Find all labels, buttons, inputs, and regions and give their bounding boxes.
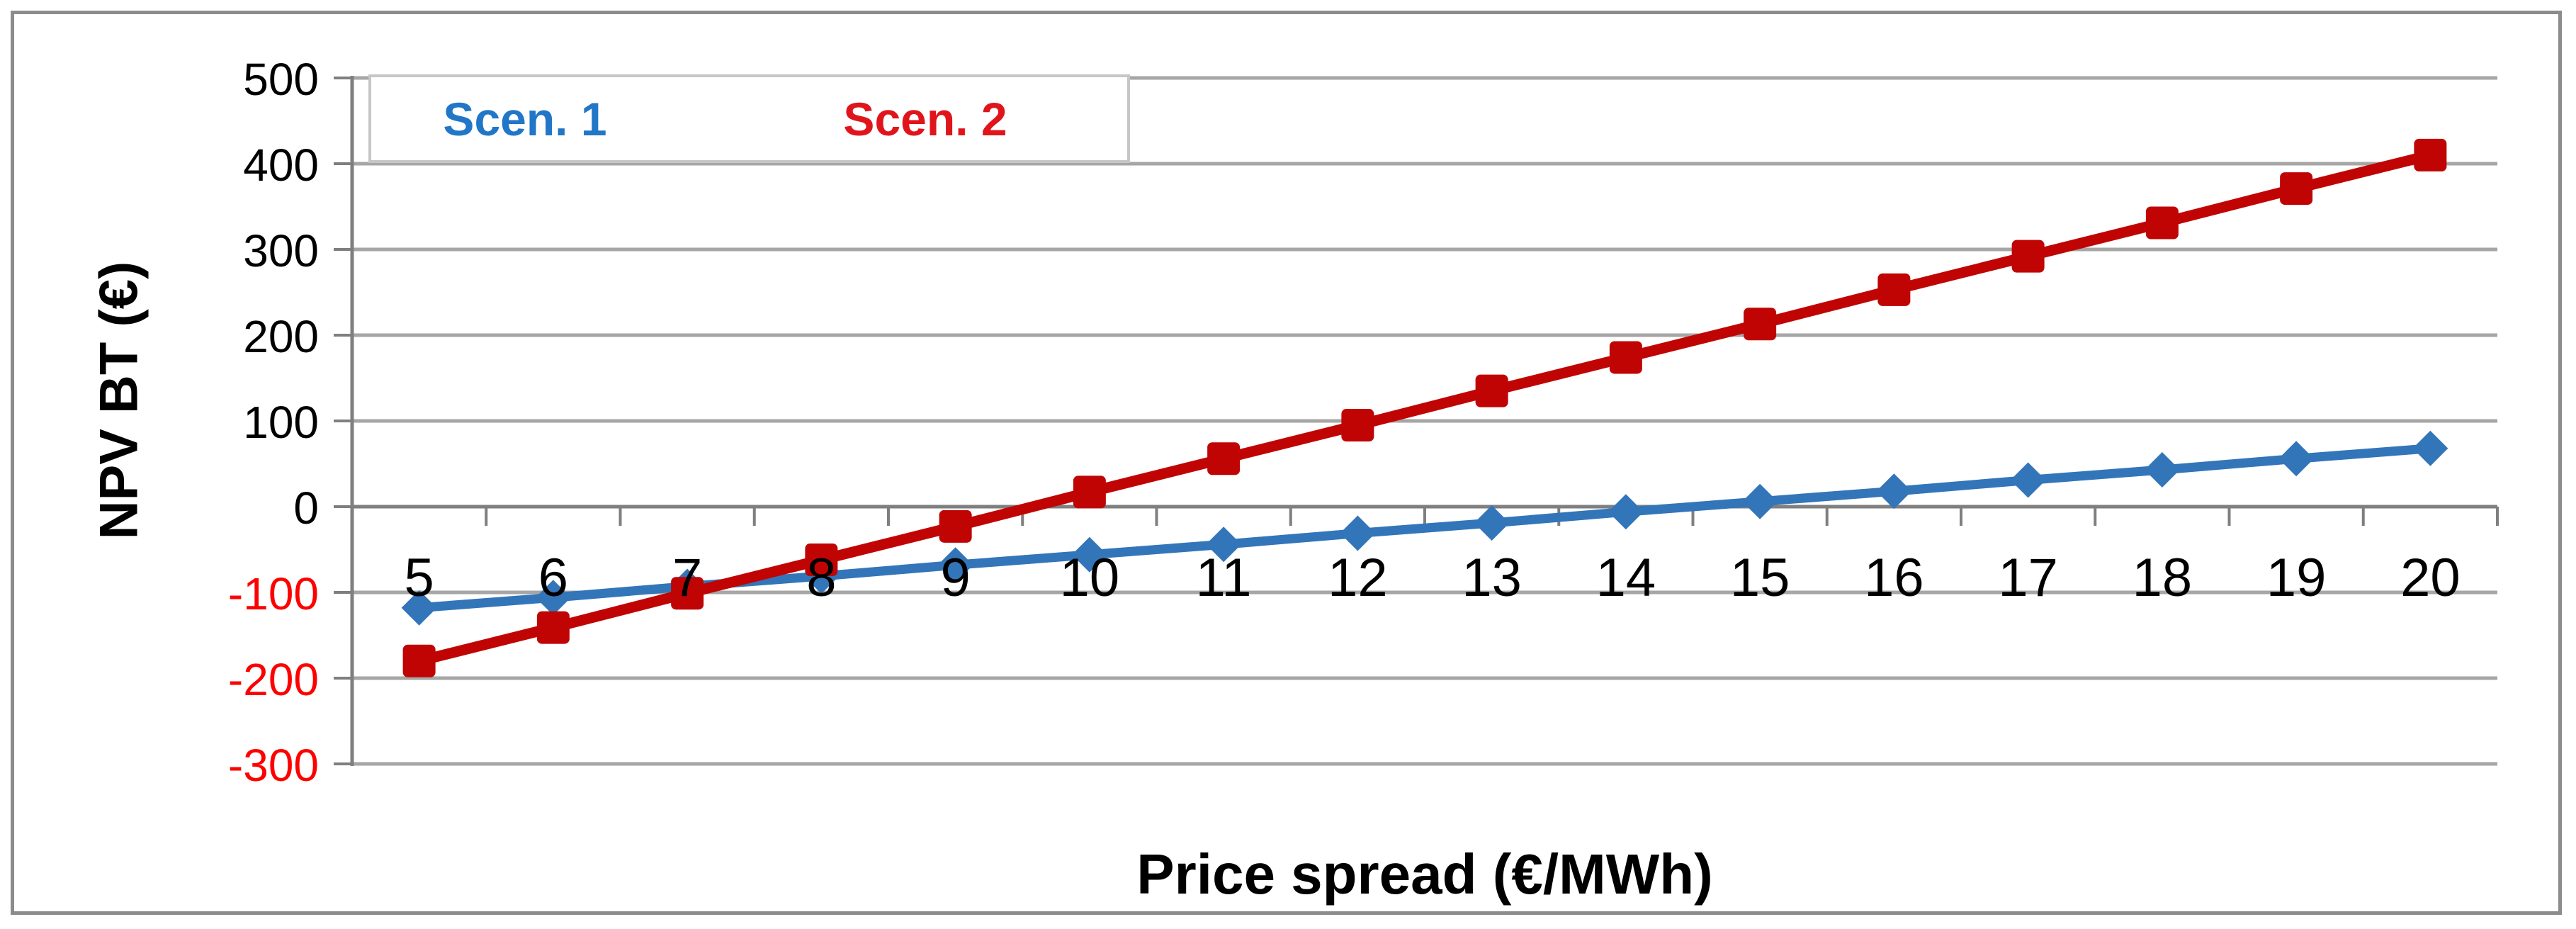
series-marker-square — [1341, 409, 1374, 442]
series-marker-diamond — [2412, 430, 2448, 466]
series-marker-diamond — [1876, 473, 1912, 509]
x-tick-label: 17 — [1998, 548, 2058, 608]
series-marker-square — [402, 644, 436, 677]
y-tick-label: -200 — [227, 654, 319, 705]
x-tick-label: 10 — [1059, 548, 1120, 608]
y-tick-label: 100 — [243, 397, 319, 448]
y-tick-label: -300 — [227, 740, 319, 791]
series-marker-diamond — [1608, 494, 1644, 530]
series-line-2 — [417, 150, 2432, 667]
series-marker-square — [1475, 374, 1508, 407]
series-marker-diamond — [1206, 527, 1242, 563]
x-axis-title: Price spread (€/MWh) — [1136, 843, 1713, 906]
y-tick-label: 300 — [243, 225, 319, 276]
legend: Scen. 1 Scen. 2 — [368, 74, 1130, 163]
x-tick-label: 20 — [2400, 548, 2461, 608]
y-axis-title: NPV BT (€) — [89, 261, 149, 540]
series-marker-square — [1744, 308, 1777, 341]
x-tick-label: 13 — [1462, 548, 1522, 608]
series-marker-square — [805, 544, 838, 577]
x-tick-label: 7 — [672, 548, 703, 608]
y-tick-label: 200 — [243, 311, 319, 362]
legend-item-scen-1: Scen. 1 — [443, 92, 607, 145]
y-tick-label: 400 — [243, 140, 319, 191]
x-tick-label: 14 — [1595, 548, 1656, 608]
series-marker-diamond — [1742, 483, 1778, 519]
series-marker-square — [2414, 138, 2447, 171]
x-tick-label: 9 — [940, 548, 971, 608]
series-marker-square — [2280, 172, 2313, 205]
series-marker-square — [2011, 240, 2045, 273]
series-marker-diamond — [937, 547, 973, 583]
series-marker-diamond — [2278, 441, 2315, 477]
series-marker-diamond — [2144, 451, 2180, 488]
x-tick-label: 5 — [404, 548, 434, 608]
series-marker-diamond — [2010, 462, 2046, 498]
series-marker-diamond — [1340, 515, 1376, 551]
series-marker-square — [939, 509, 972, 543]
series-marker-square — [1877, 273, 1911, 306]
x-tick-label: 6 — [538, 548, 569, 608]
series-marker-diamond — [1474, 505, 1510, 541]
legend-item-scen-2: Scen. 2 — [843, 92, 1007, 145]
y-tick-label: -100 — [227, 568, 319, 619]
series-marker-square — [2145, 206, 2179, 240]
x-tick-label: 11 — [1195, 548, 1252, 608]
series-marker-diamond — [401, 590, 437, 626]
x-tick-label: 15 — [1729, 548, 1790, 608]
x-tick-label: 12 — [1328, 548, 1388, 608]
x-tick-label: 16 — [1864, 548, 1924, 608]
series-marker-square — [536, 611, 570, 644]
x-tick-label: 18 — [2132, 548, 2193, 608]
series-marker-square — [1073, 475, 1106, 509]
series-marker-diamond — [1071, 536, 1107, 573]
series-marker-square — [1609, 341, 1642, 374]
series-marker-square — [1207, 442, 1241, 475]
x-tick-label: 8 — [806, 548, 837, 608]
series-marker-diamond — [535, 580, 571, 616]
series-marker-square — [671, 577, 704, 610]
x-tick-label: 19 — [2266, 548, 2327, 608]
y-tick-label: 500 — [243, 54, 319, 105]
y-tick-label: 0 — [293, 483, 319, 534]
